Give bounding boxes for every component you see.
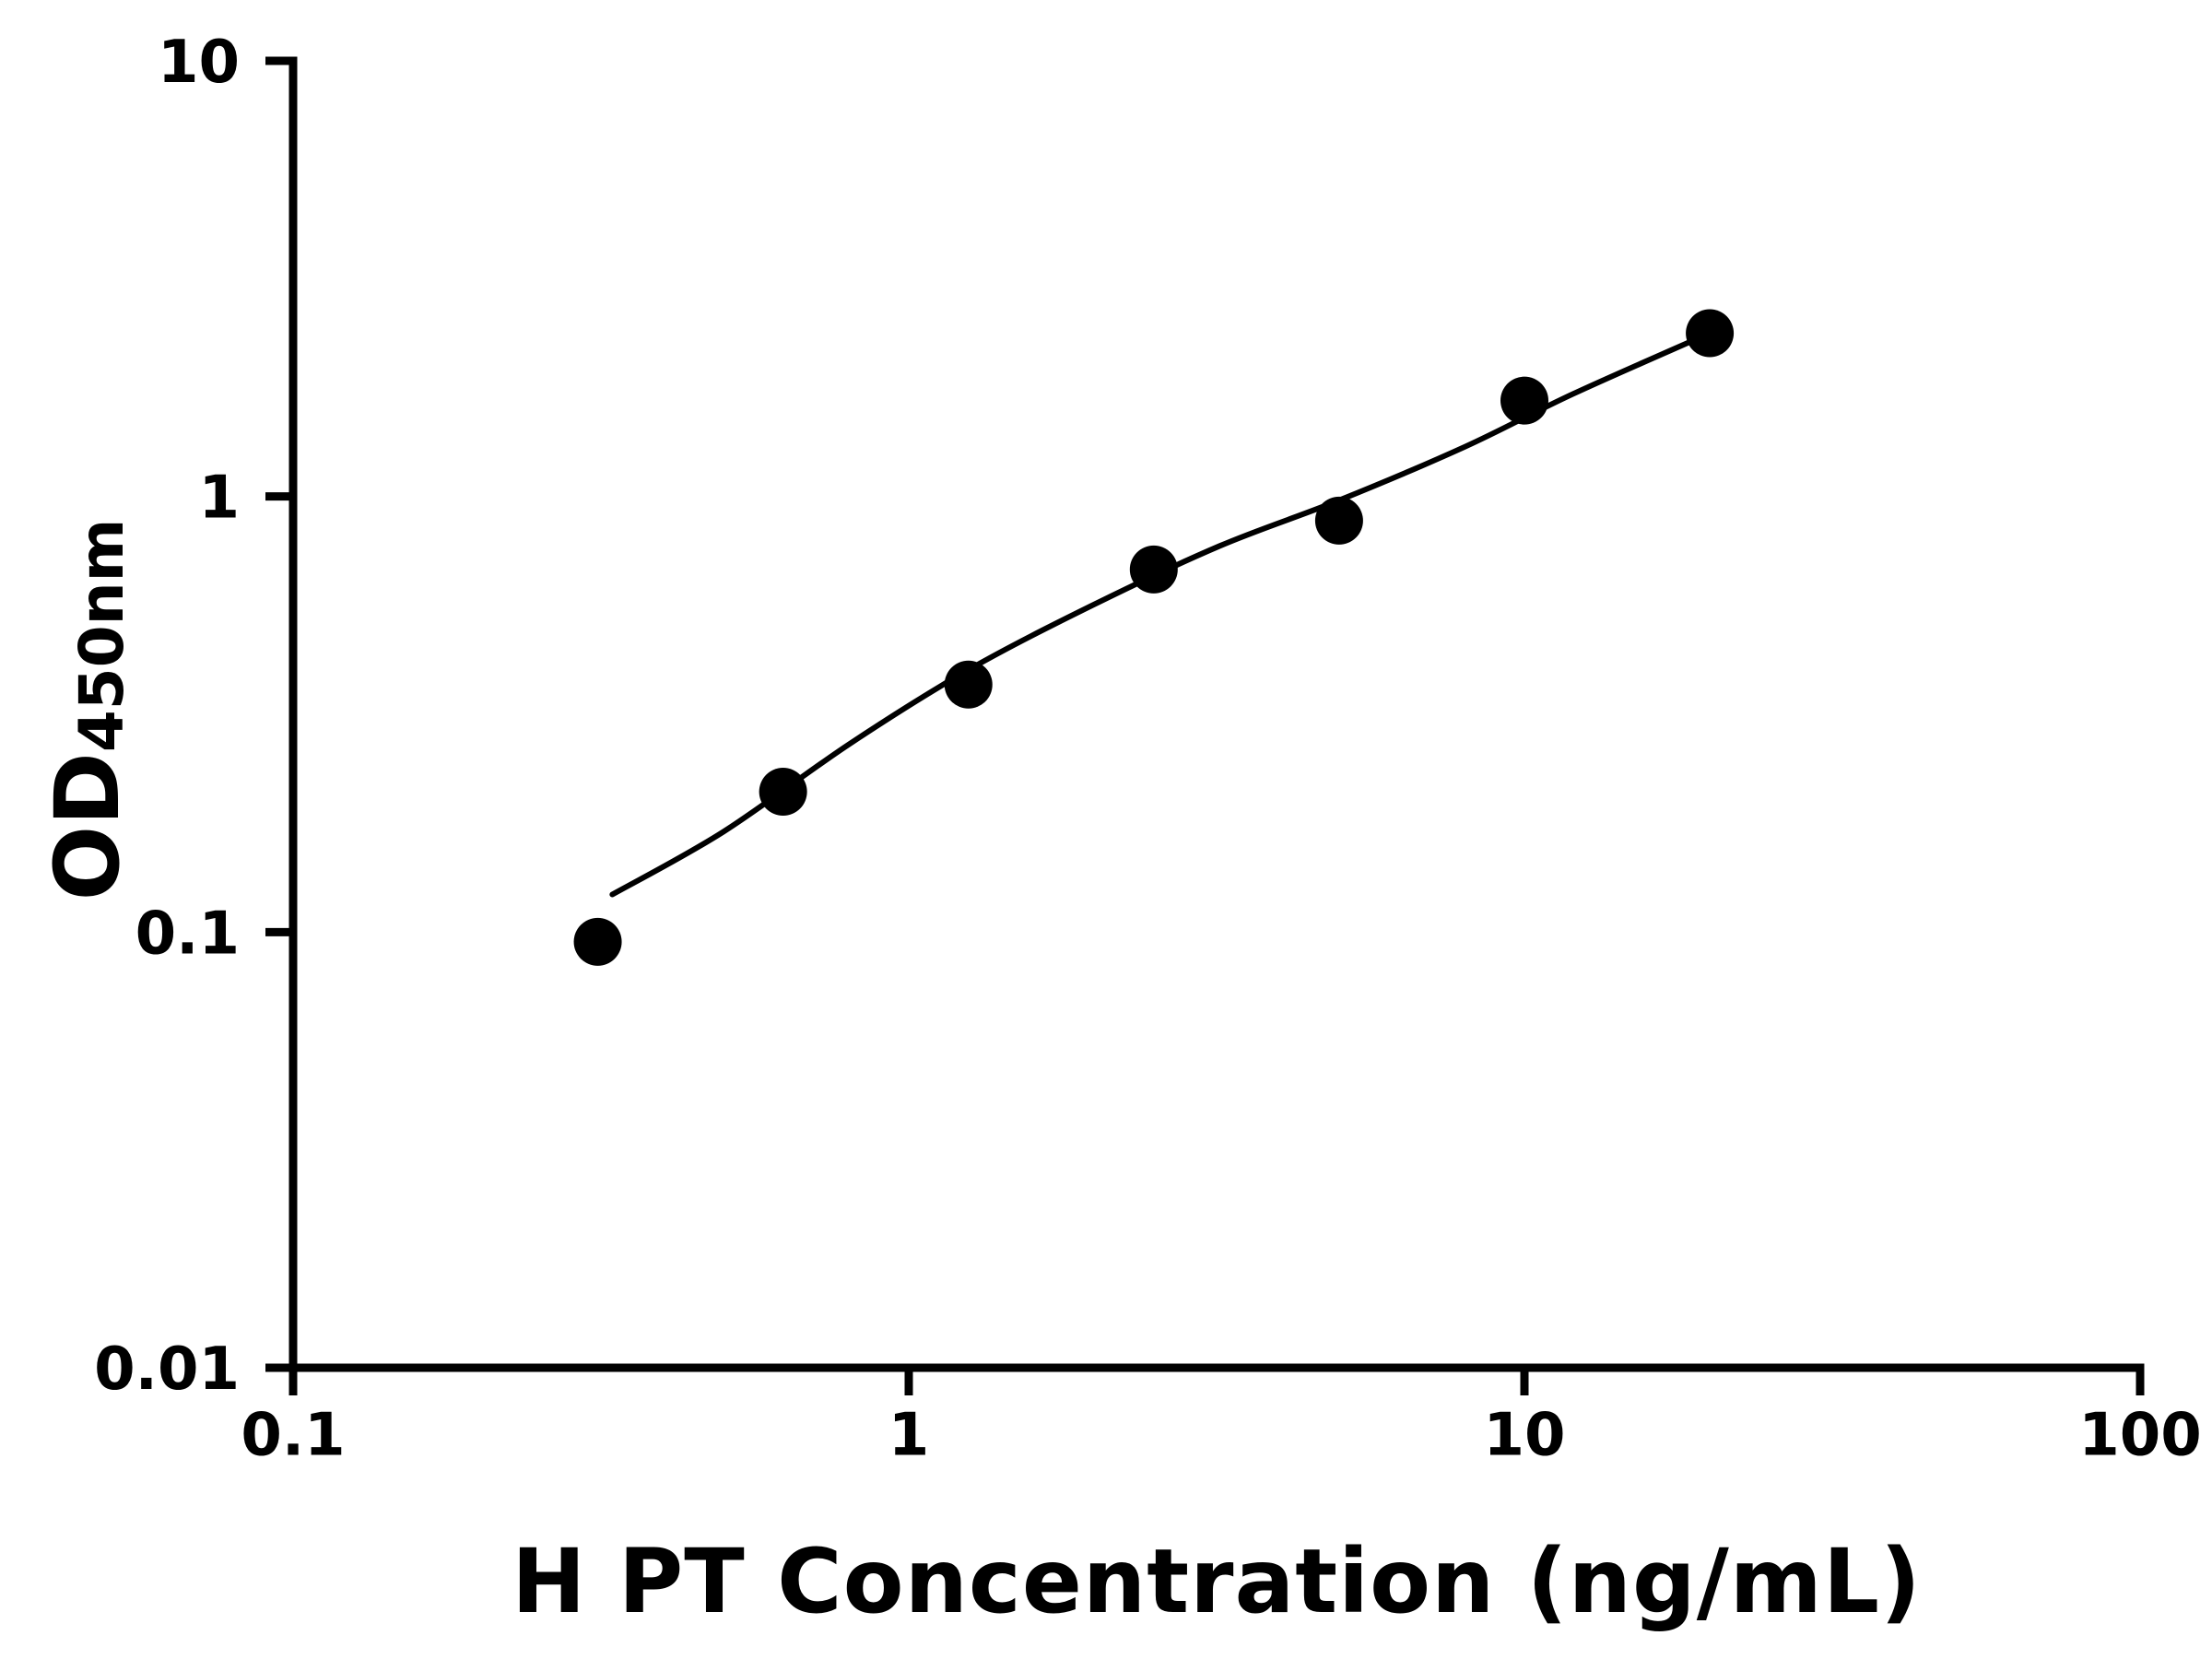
data-points	[573, 309, 1735, 966]
data-point-marker	[1686, 309, 1735, 358]
x-tick-label: 1	[888, 1401, 930, 1469]
x-axis-title: H PT Concentration (ng/mL)	[512, 1530, 1922, 1633]
y-axis: 0.01 0.1 1 10	[94, 29, 293, 1404]
data-point-marker	[1129, 545, 1178, 594]
y-tick-label: 10	[158, 29, 240, 97]
x-tick-label: 100	[2078, 1401, 2202, 1469]
axis-spines	[288, 56, 2145, 1372]
data-point-marker	[1314, 496, 1363, 545]
x-axis: 0.1 1 10 100	[241, 1368, 2202, 1469]
data-point-marker	[759, 768, 807, 817]
y-axis-title-main: OD	[36, 752, 139, 901]
y-tick-label: 1	[198, 465, 240, 533]
y-tick-label: 0.1	[135, 900, 240, 968]
data-point-marker	[573, 917, 622, 966]
data-point-marker	[944, 660, 993, 709]
y-axis-title: OD450nm	[36, 519, 139, 901]
x-tick-label: 10	[1483, 1401, 1565, 1469]
y-tick-label: 0.01	[94, 1335, 240, 1404]
data-point-marker	[1500, 376, 1548, 425]
y-axis-title-sub: 450nm	[66, 518, 138, 753]
x-tick-label: 0.1	[241, 1401, 345, 1469]
